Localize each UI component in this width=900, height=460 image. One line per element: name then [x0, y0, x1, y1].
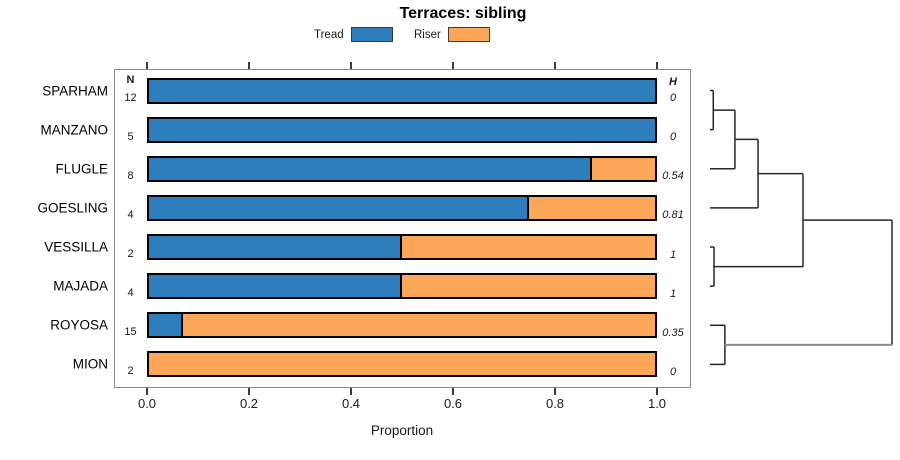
x-tick-label: 1.0 — [647, 396, 667, 411]
stacked-bar — [147, 273, 657, 300]
category-label: MANZANO — [40, 122, 109, 138]
category-label: ROYOSA — [50, 317, 108, 333]
x-tick-bottom — [350, 388, 352, 395]
x-tick-label: 0.6 — [443, 396, 463, 411]
legend-swatch-tread — [350, 27, 393, 42]
stacked-bar — [147, 234, 657, 261]
x-tick-bottom — [452, 388, 454, 395]
chart-title: Terraces: sibling — [399, 5, 527, 22]
h-value: 0.81 — [662, 209, 684, 222]
h-value: 1 — [669, 248, 677, 261]
stacked-bar — [147, 116, 657, 143]
category-label: FLUGLE — [55, 161, 108, 177]
h-value: 0.35 — [662, 326, 684, 339]
x-tick-top — [554, 62, 556, 69]
x-tick-bottom — [656, 388, 658, 395]
category-label: SPARHAM — [42, 83, 108, 98]
n-column-header: N — [126, 74, 135, 86]
stacked-bar — [147, 77, 657, 104]
n-value: 12 — [124, 91, 137, 104]
n-value: 8 — [127, 169, 134, 182]
h-column-header: H — [669, 76, 677, 88]
stacked-bar — [147, 194, 657, 221]
x-tick-bottom — [146, 388, 148, 395]
stacked-bar — [147, 155, 657, 182]
x-tick-top — [146, 62, 148, 69]
category-label: MAJADA — [53, 278, 108, 294]
legend-label-tread: Tread — [314, 28, 344, 41]
x-tick-label: 0.8 — [545, 396, 565, 411]
x-axis-title: Proportion — [370, 423, 434, 438]
x-tick-top — [350, 62, 352, 69]
x-tick-top — [452, 62, 454, 69]
n-value: 15 — [124, 326, 137, 339]
n-value: 4 — [127, 287, 134, 300]
legend-label-riser: Riser — [414, 28, 441, 41]
x-tick-bottom — [554, 388, 556, 395]
bar-tread-segment — [149, 236, 402, 259]
stacked-bar — [147, 351, 657, 378]
n-value: 5 — [127, 130, 134, 143]
x-tick-label: 0.0 — [137, 396, 157, 411]
category-label: GOESLING — [37, 200, 108, 216]
n-value: 2 — [127, 248, 134, 261]
h-value: 1 — [669, 287, 677, 300]
n-value: 4 — [127, 208, 134, 221]
x-tick-label: 0.2 — [239, 396, 259, 411]
category-label: VESSILLA — [44, 239, 108, 255]
bar-tread-segment — [149, 275, 402, 298]
bar-tread-segment — [149, 314, 183, 337]
stacked-bar — [147, 312, 657, 339]
h-value: 0 — [669, 131, 677, 144]
x-tick-label: 0.4 — [341, 396, 361, 411]
x-tick-bottom — [248, 388, 250, 395]
category-label: MION — [72, 356, 108, 372]
h-value: 0 — [669, 92, 677, 104]
bar-tread-segment — [149, 157, 592, 180]
legend-swatch-riser — [447, 27, 490, 42]
h-value: 0.54 — [662, 170, 684, 183]
h-value: 0 — [669, 365, 677, 378]
bar-tread-segment — [149, 196, 529, 219]
x-tick-top — [248, 62, 250, 69]
legend-item-riser: Riser — [414, 27, 490, 42]
legend-item-tread: Tread — [314, 27, 393, 42]
x-tick-top — [656, 62, 658, 69]
n-value: 2 — [127, 365, 134, 378]
